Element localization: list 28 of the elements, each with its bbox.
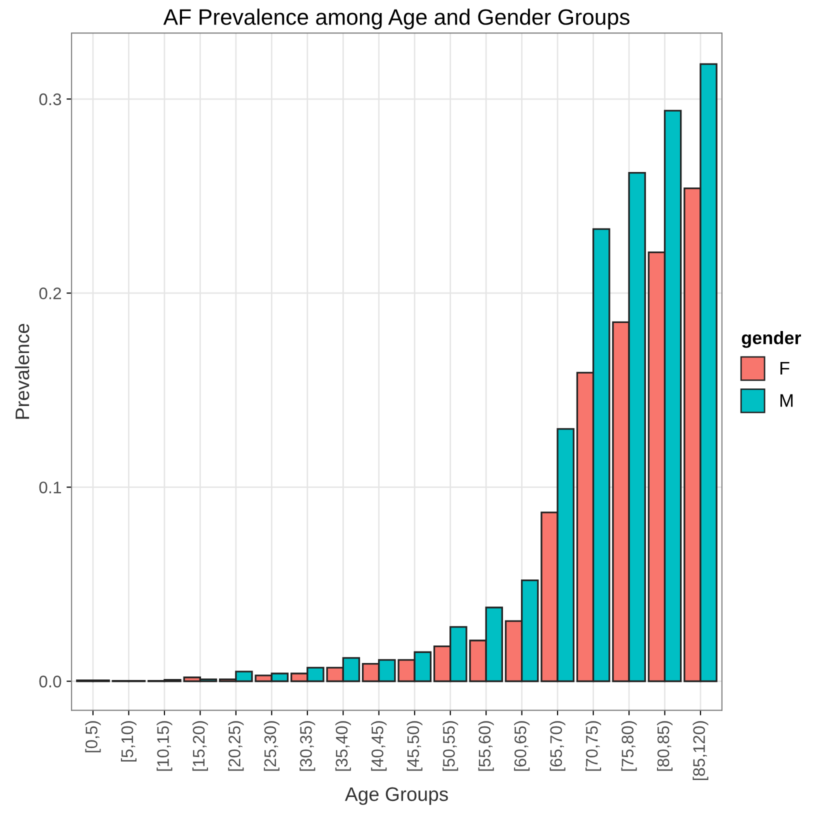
x-axis-title: Age Groups bbox=[344, 787, 448, 805]
x-tick-label: [15,20) bbox=[192, 721, 208, 771]
x-tick-label: [85,120) bbox=[692, 721, 708, 780]
x-tick-label: [30,35) bbox=[300, 721, 316, 771]
legend-label: F bbox=[780, 362, 790, 374]
x-tick-label: [65,70) bbox=[550, 721, 566, 771]
x-tick-label: [35,40) bbox=[335, 721, 351, 771]
y-tick-label: 0.0 bbox=[39, 676, 62, 688]
x-tick-label: [60,65) bbox=[514, 721, 530, 771]
chart-title: AF Prevalence among Age and Gender Groups bbox=[163, 8, 630, 30]
legend-title: gender bbox=[742, 331, 802, 348]
x-tick-label: [45,50) bbox=[406, 721, 422, 771]
x-tick-label: [75,80) bbox=[621, 721, 637, 771]
y-tick-label: 0.3 bbox=[39, 93, 62, 106]
x-tick-label: [25,30) bbox=[264, 721, 280, 771]
x-tick-label: [80,85) bbox=[657, 721, 673, 771]
x-tick-label: [50,55) bbox=[442, 721, 458, 771]
y-axis-title: Prevalence bbox=[14, 324, 30, 419]
legend-label: M bbox=[780, 394, 793, 407]
x-tick-label: [0,5) bbox=[85, 721, 101, 752]
x-tick-label: [40,45) bbox=[371, 721, 387, 771]
x-tick-label: [55,60) bbox=[478, 721, 494, 771]
y-tick-label: 0.2 bbox=[39, 288, 61, 300]
x-tick-label: [5,10) bbox=[120, 721, 136, 762]
y-tick-label: 0.1 bbox=[39, 482, 62, 494]
x-tick-label: [20,25) bbox=[228, 721, 244, 771]
x-tick-label: [10,15) bbox=[156, 721, 172, 771]
x-tick-label: [70,75) bbox=[586, 721, 602, 771]
